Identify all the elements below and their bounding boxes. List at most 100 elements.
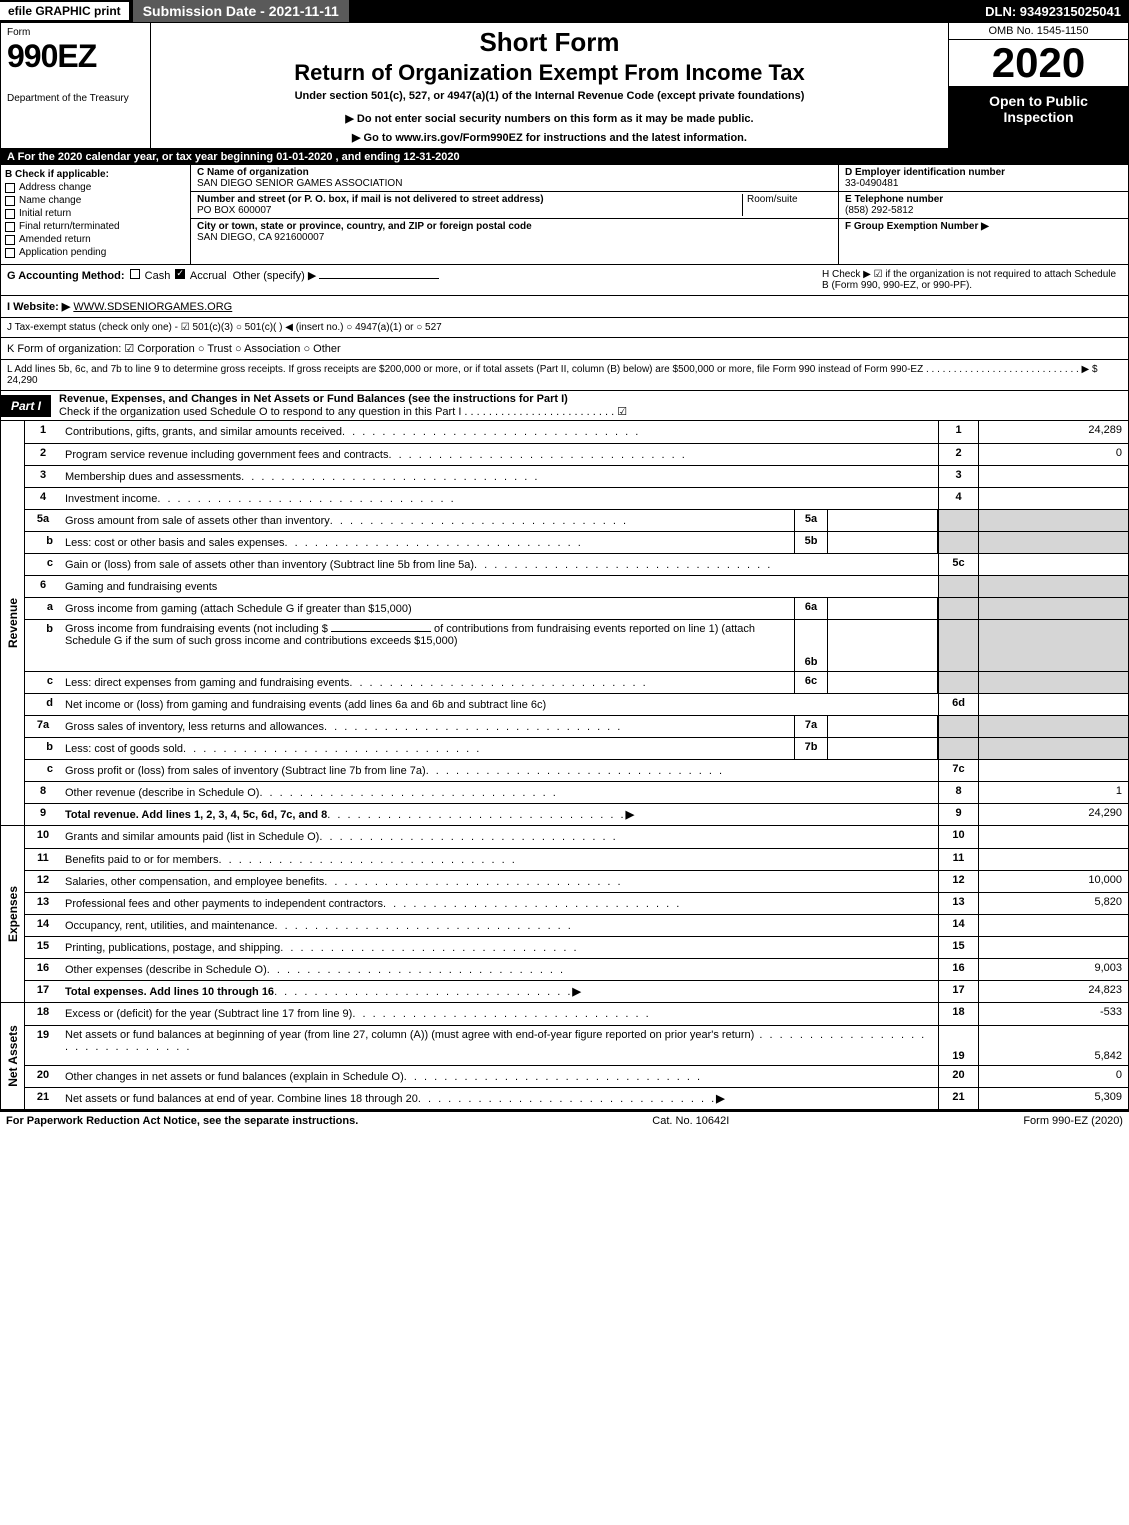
ln-box: 19 (938, 1026, 978, 1065)
tel-value: (858) 292-5812 (845, 205, 913, 216)
ln: 20 (25, 1066, 61, 1087)
ln-box: 8 (938, 782, 978, 803)
ln: 4 (25, 488, 61, 509)
checkbox-icon[interactable] (5, 222, 15, 232)
org-address: PO BOX 600007 (197, 205, 272, 216)
short-form-title: Short Form (159, 27, 940, 58)
ln-amt: 5,309 (978, 1088, 1128, 1109)
ln-desc: Less: direct expenses from gaming and fu… (65, 677, 349, 689)
ln-desc: Salaries, other compensation, and employ… (65, 876, 324, 888)
sub-box: 5a (794, 510, 828, 531)
ln-amt (978, 466, 1128, 487)
checkbox-checked-icon[interactable] (175, 269, 185, 279)
ln: 14 (25, 915, 61, 936)
ln-desc: Grants and similar amounts paid (list in… (65, 831, 319, 843)
ln-desc: Gross income from gaming (attach Schedul… (65, 603, 412, 615)
ln-amt (978, 554, 1128, 575)
ln-box: 13 (938, 893, 978, 914)
goto-link[interactable]: ▶ Go to www.irs.gov/Form990EZ for instru… (159, 131, 940, 144)
ln: 19 (25, 1026, 61, 1065)
website-link[interactable]: WWW.SDSENIORGAMES.ORG (73, 301, 232, 313)
ln: 2 (25, 444, 61, 465)
ln: 1 (25, 421, 61, 443)
ln-desc: Excess or (deficit) for the year (Subtra… (65, 1008, 352, 1020)
part1-header: Part I Revenue, Expenses, and Changes in… (1, 391, 1128, 421)
ln-amt: 24,289 (978, 421, 1128, 443)
ln: d (25, 694, 61, 715)
ln: 7a (25, 716, 61, 737)
ln-amt: 9,003 (978, 959, 1128, 980)
ln-box: 12 (938, 871, 978, 892)
ln-amt: 5,820 (978, 893, 1128, 914)
ln-amt (978, 937, 1128, 958)
section-i: I Website: ▶ WWW.SDSENIORGAMES.ORG (1, 296, 1128, 318)
city-label: City or town, state or province, country… (197, 221, 532, 232)
ln-desc: Gaming and fundraising events (65, 581, 217, 593)
ln: 5a (25, 510, 61, 531)
form-header: Form 990EZ Department of the Treasury Sh… (1, 23, 1128, 149)
ln-desc: Program service revenue including govern… (65, 449, 388, 461)
section-l: L Add lines 5b, 6c, and 7b to line 9 to … (1, 360, 1128, 391)
ln: 18 (25, 1003, 61, 1025)
section-g: G Accounting Method: Cash Accrual Other … (1, 265, 1128, 296)
open-public: Open to Public Inspection (949, 87, 1128, 148)
ln-box: 1 (938, 421, 978, 443)
ln-desc: Gross amount from sale of assets other t… (65, 515, 330, 527)
ln: 17 (25, 981, 61, 1002)
checkbox-icon[interactable] (5, 248, 15, 258)
ln-box: 15 (938, 937, 978, 958)
omb-number: OMB No. 1545-1150 (949, 23, 1128, 40)
part1-sub: Check if the organization used Schedule … (59, 406, 627, 418)
ln: b (25, 620, 61, 671)
ln-desc: Other changes in net assets or fund bala… (65, 1071, 404, 1083)
ln-amt: 0 (978, 1066, 1128, 1087)
checkbox-icon[interactable] (130, 269, 140, 279)
ln-box: 21 (938, 1088, 978, 1109)
efile-label: efile GRAPHIC print (0, 2, 129, 20)
ln: 12 (25, 871, 61, 892)
ln-amt (978, 826, 1128, 848)
ln: 6 (25, 576, 61, 597)
ln-desc: Total revenue. Add lines 1, 2, 3, 4, 5c,… (65, 809, 327, 821)
ln: 11 (25, 849, 61, 870)
form-word: Form (7, 27, 144, 38)
ln-amt: 0 (978, 444, 1128, 465)
g-accrual: Accrual (190, 270, 227, 282)
ln-desc: Occupancy, rent, utilities, and maintena… (65, 920, 275, 932)
netassets-section: Net Assets 18Excess or (deficit) for the… (1, 1003, 1128, 1111)
org-name: SAN DIEGO SENIOR GAMES ASSOCIATION (197, 178, 402, 189)
ln-amt: 10,000 (978, 871, 1128, 892)
ln: 16 (25, 959, 61, 980)
sub-box: 7a (794, 716, 828, 737)
ein-label: D Employer identification number (845, 167, 1005, 178)
checkbox-icon[interactable] (5, 196, 15, 206)
ln: c (25, 760, 61, 781)
col-d-ids: D Employer identification number 33-0490… (838, 165, 1128, 264)
checkbox-icon[interactable] (5, 235, 15, 245)
g-label: G Accounting Method: (7, 270, 125, 282)
ln: 13 (25, 893, 61, 914)
chk-initial: Initial return (19, 208, 71, 219)
org-city: SAN DIEGO, CA 921600007 (197, 232, 324, 243)
checkbox-icon[interactable] (5, 183, 15, 193)
ln-amt (978, 849, 1128, 870)
chk-pending: Application pending (19, 247, 106, 258)
ln: 10 (25, 826, 61, 848)
footer-right: Form 990-EZ (2020) (1023, 1115, 1123, 1127)
info-grid: B Check if applicable: Address change Na… (1, 165, 1128, 265)
sub-box: 6b (794, 620, 828, 671)
ln-desc: Less: cost of goods sold (65, 743, 183, 755)
room-label: Room/suite (747, 194, 798, 205)
ein-value: 33-0490481 (845, 178, 898, 189)
ln-box: 14 (938, 915, 978, 936)
checkbox-icon[interactable] (5, 209, 15, 219)
part1-title-text: Revenue, Expenses, and Changes in Net As… (59, 393, 568, 405)
ln-desc: Other expenses (describe in Schedule O) (65, 964, 267, 976)
ln-amt (978, 760, 1128, 781)
ln: 8 (25, 782, 61, 803)
ln-box: 3 (938, 466, 978, 487)
ln-desc: Investment income (65, 493, 157, 505)
ln: b (25, 738, 61, 759)
ln-amt (978, 694, 1128, 715)
ln: 21 (25, 1088, 61, 1109)
